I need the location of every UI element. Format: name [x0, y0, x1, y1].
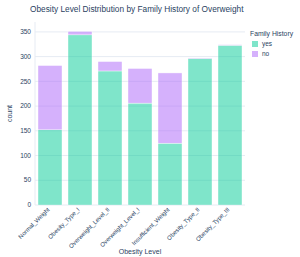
bars: [38, 31, 242, 205]
x-tick-label: Obesity_Type_III: [195, 206, 231, 242]
y-tick-label: 200: [20, 102, 31, 109]
y-tick-label: 300: [20, 53, 31, 60]
bar: [218, 45, 242, 205]
legend-swatch: [252, 51, 258, 57]
bar: [38, 130, 62, 205]
y-tick-label: 250: [20, 78, 31, 85]
legend-label: no: [262, 50, 270, 57]
bar: [218, 44, 242, 45]
bar: [128, 68, 152, 103]
y-tick-label: 100: [20, 152, 31, 159]
grid-line: [35, 56, 245, 57]
title: Obesity Level Distribution by Family His…: [30, 4, 244, 14]
y-tick-label: 50: [24, 176, 32, 183]
bar: [68, 31, 92, 34]
x-tick-label: Obesity_Type_I: [47, 206, 81, 240]
chart: Obesity Level Distribution by Family His…: [0, 0, 300, 257]
grid-line: [35, 31, 245, 32]
legend-label: yes: [262, 40, 273, 48]
bar: [158, 143, 182, 205]
y-tick-label: 350: [20, 28, 31, 35]
bar: [38, 66, 62, 130]
bar: [98, 62, 122, 71]
bar: [68, 35, 92, 205]
bar: [188, 58, 212, 59]
bar: [98, 71, 122, 205]
y-axis-line: [35, 22, 36, 205]
x-tick-label: Insufficient_Weight: [131, 206, 171, 246]
y-tick-label: 0: [27, 201, 31, 208]
legend-swatch: [252, 41, 258, 47]
x-tick-label: Normal_Weight: [17, 206, 51, 240]
bar: [188, 59, 212, 205]
legend-title: Family History: [250, 30, 294, 38]
bar: [128, 103, 152, 205]
y-tick-label: 150: [20, 127, 31, 134]
bar: [158, 73, 182, 143]
y-axis-title: count: [6, 105, 13, 122]
x-axis-title: Obesity Level: [119, 248, 162, 256]
